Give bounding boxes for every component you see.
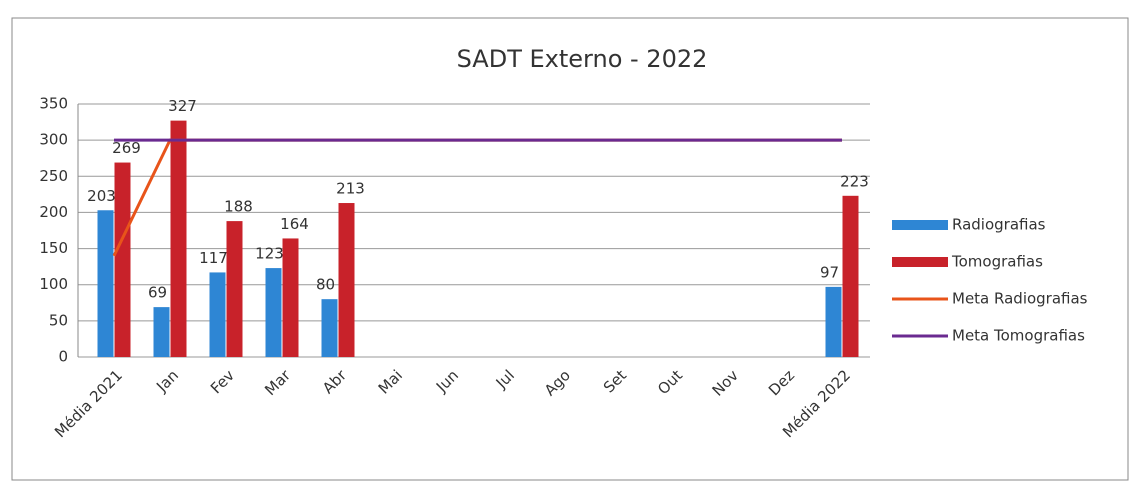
legend-label: Meta Tomografias [952,327,1085,345]
bar [265,268,282,357]
legend-label: Meta Radiografias [952,290,1088,308]
y-tick-label: 50 [49,311,68,329]
y-tick-label: 300 [39,131,68,149]
y-tick-label: 350 [39,95,68,113]
legend-label: Tomografias [951,253,1043,271]
data-label: 269 [112,139,141,157]
data-label: 203 [87,187,116,205]
data-label: 327 [168,97,197,115]
y-tick-label: 200 [39,203,68,221]
data-label: 69 [148,284,167,302]
legend-swatch [892,220,948,230]
data-label: 97 [820,263,839,281]
y-tick-label: 0 [58,348,68,366]
data-label: 117 [199,249,228,267]
bar [114,162,131,357]
legend-swatch [892,257,948,267]
bar [209,272,226,357]
bar [282,238,299,357]
bar [170,120,187,357]
chart-title: SADT Externo - 2022 [457,45,708,73]
bar [338,203,355,357]
bar [825,286,842,357]
data-label: 123 [255,245,284,263]
bar [153,307,170,357]
data-label: 188 [224,198,253,216]
data-label: 80 [316,276,335,294]
y-tick-label: 100 [39,275,68,293]
y-tick-label: 150 [39,239,68,257]
bar [226,221,243,357]
data-label: 213 [336,180,365,198]
bar [842,195,859,357]
data-label: 164 [280,215,309,233]
legend-label: Radiografias [952,216,1046,234]
y-tick-label: 250 [39,167,68,185]
bar [97,210,114,357]
data-label: 223 [840,172,869,190]
bar [321,299,338,357]
